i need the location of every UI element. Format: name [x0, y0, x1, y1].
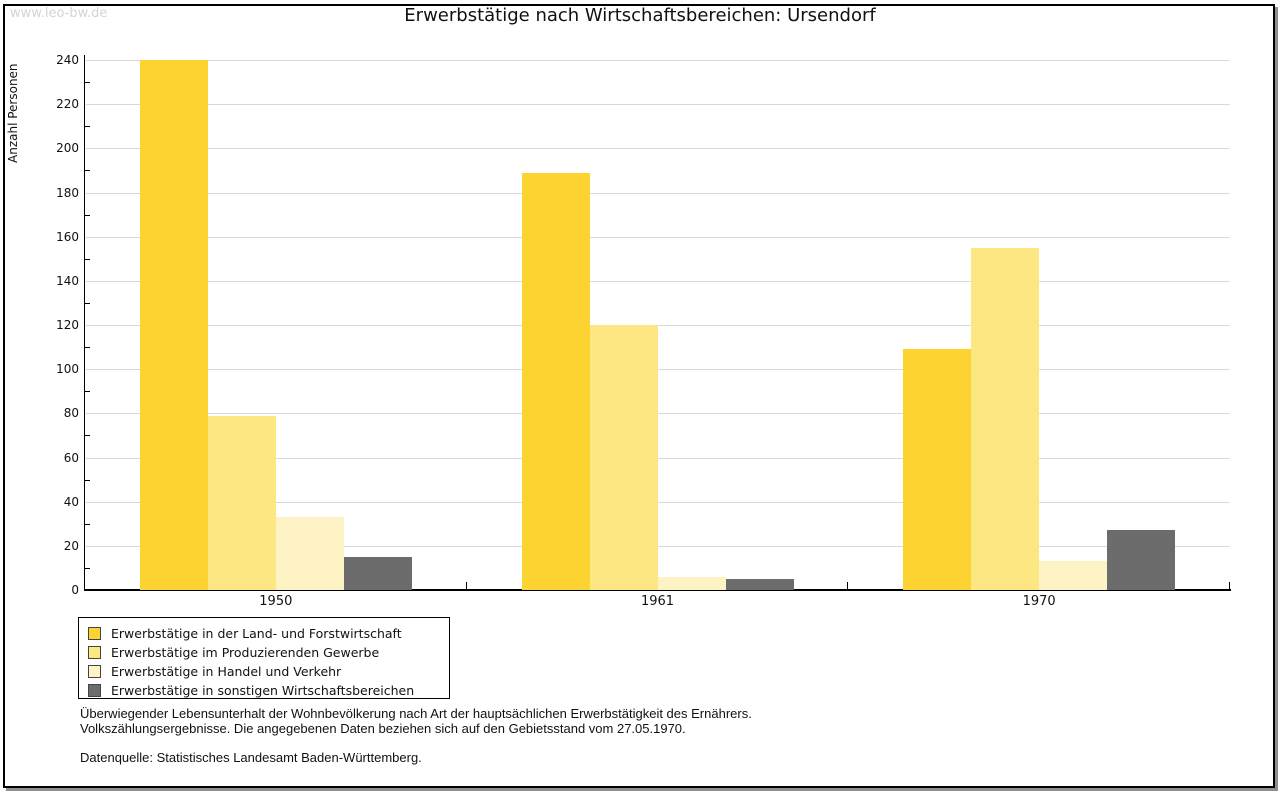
- gridline: [86, 457, 1230, 459]
- legend-swatch-icon: [88, 684, 101, 697]
- gridline: [86, 192, 1230, 194]
- y-minor-tick: [85, 302, 90, 304]
- y-tick-label: 0: [71, 583, 79, 597]
- x-category-label: 1961: [640, 594, 675, 609]
- legend-label: Erwerbstätige im Produzierenden Gewerbe: [111, 645, 380, 660]
- y-minor-tick: [85, 567, 90, 569]
- y-minor-tick: [85, 347, 90, 349]
- y-tick-label: 220: [56, 97, 79, 112]
- gridline: [86, 501, 1230, 503]
- gridline: [86, 148, 1230, 150]
- legend-swatch-icon: [88, 646, 101, 659]
- x-category-label: 1950: [259, 594, 293, 609]
- bar-1961-series-3: [657, 576, 726, 590]
- gridline: [86, 545, 1230, 547]
- chart-title: Erwerbstätige nach Wirtschaftsbereichen:…: [404, 5, 876, 26]
- y-minor-tick: [85, 391, 90, 393]
- gridline: [86, 413, 1230, 415]
- legend-label: Erwerbstätige in der Land- und Forstwirt…: [111, 626, 402, 641]
- legend-item: Erwerbstätige in der Land- und Forstwirt…: [88, 624, 449, 643]
- y-tick-label: 180: [56, 185, 79, 200]
- gridline: [86, 104, 1230, 106]
- chart-legend: Erwerbstätige in der Land- und Forstwirt…: [78, 617, 450, 699]
- x-category-label: 1970: [1022, 594, 1056, 609]
- bar-1961-series-2: [589, 325, 658, 590]
- y-tick-label: 120: [56, 318, 79, 332]
- y-tick-label: 100: [56, 362, 79, 377]
- x-boundary-tick: [465, 582, 467, 590]
- bar-1970-series-2: [971, 247, 1040, 590]
- gridline: [86, 325, 1230, 326]
- footnote-text: Überwiegender Lebensunterhalt der Wohnbe…: [80, 706, 1180, 736]
- y-minor-tick: [85, 258, 90, 260]
- footnote-line-1: Überwiegender Lebensunterhalt der Wohnbe…: [80, 706, 752, 721]
- gridline: [86, 280, 1230, 282]
- y-tick-label: 240: [56, 53, 79, 67]
- y-minor-tick: [85, 126, 90, 128]
- legend-swatch-icon: [88, 627, 101, 640]
- y-minor-tick: [85, 170, 90, 172]
- footnote-line-2: Volkszählungsergebnisse. Die angegebenen…: [80, 720, 686, 736]
- gridline: [86, 369, 1230, 371]
- y-minor-tick: [85, 523, 90, 525]
- bar-1961-series-1: [521, 172, 590, 590]
- bar-1961-series-4: [725, 578, 794, 590]
- y-tick-label: 20: [63, 538, 79, 553]
- x-boundary-tick: [1229, 582, 1230, 590]
- watermark-leo-bw: www.leo-bw.de: [10, 6, 108, 21]
- bar-1970-series-3: [1039, 561, 1108, 590]
- bar-1950-series-2: [207, 415, 276, 590]
- gridline: [86, 236, 1230, 238]
- y-minor-tick: [85, 435, 90, 437]
- y-tick-label: 160: [56, 229, 79, 244]
- y-tick-label: 40: [63, 494, 79, 509]
- bar-1950-series-4: [343, 556, 412, 590]
- x-boundary-tick: [847, 582, 849, 590]
- y-tick-label: 60: [63, 450, 79, 465]
- y-axis-line: [84, 55, 85, 591]
- legend-label: Erwerbstätige in Handel und Verkehr: [111, 664, 342, 679]
- y-tick-label: 80: [63, 406, 79, 421]
- bar-1950-series-3: [275, 517, 344, 590]
- legend-item: Erwerbstätige im Produzierenden Gewerbe: [88, 643, 449, 662]
- legend-item: Erwerbstätige in sonstigen Wirtschaftsbe…: [88, 681, 449, 700]
- y-tick-label: 200: [56, 141, 79, 156]
- data-source-text: Datenquelle: Statistisches Landesamt Bad…: [80, 750, 422, 765]
- legend-item: Erwerbstätige in Handel und Verkehr: [88, 662, 449, 681]
- gridline: [86, 60, 1230, 61]
- y-minor-tick: [85, 479, 90, 481]
- legend-swatch-icon: [88, 665, 101, 678]
- y-minor-tick: [85, 82, 90, 84]
- bar-1970-series-4: [1107, 530, 1176, 590]
- bar-1950-series-1: [139, 60, 208, 590]
- legend-label: Erwerbstätige in sonstigen Wirtschaftsbe…: [111, 683, 415, 698]
- x-axis-line: [84, 589, 1231, 591]
- y-minor-tick: [85, 214, 90, 216]
- bar-1970-series-1: [903, 349, 972, 590]
- y-tick-label: 140: [56, 273, 79, 288]
